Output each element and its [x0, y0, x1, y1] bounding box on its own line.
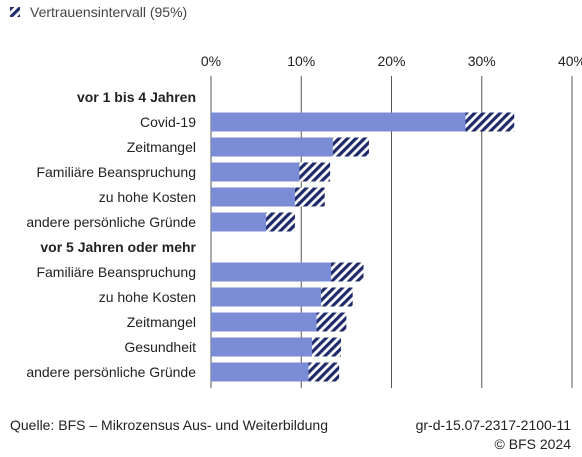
- confidence-interval: [312, 337, 341, 357]
- category-label: andere persönliche Gründe: [26, 364, 196, 380]
- x-tick-label: 30%: [468, 53, 496, 69]
- category-label: Covid-19: [140, 114, 196, 130]
- confidence-interval: [294, 187, 325, 207]
- x-tick-label: 0%: [201, 53, 221, 69]
- category-label: Gesundheit: [124, 339, 196, 355]
- bar: [211, 162, 300, 182]
- category-label: zu hohe Kosten: [99, 189, 196, 205]
- graphic-reference: gr-d-15.07-2317-2100-11: [415, 417, 571, 433]
- x-tick-label: 10%: [287, 53, 315, 69]
- group-label: vor 5 Jahren oder mehr: [40, 239, 196, 255]
- category-labels: vor 1 bis 4 Jahren Covid-19 Zeitmangel Fami…: [26, 89, 196, 380]
- confidence-interval: [299, 162, 331, 182]
- category-label: andere persönliche Gründe: [26, 214, 196, 230]
- legend-swatch: [10, 7, 20, 17]
- x-tick-label: 40%: [558, 53, 582, 69]
- bar-chart: Vertrauensintervall (95%) 0% 10% 20% 30% 40%…: [10, 4, 582, 388]
- bar: [211, 287, 322, 307]
- confidence-interval: [465, 112, 515, 132]
- group-label: vor 1 bis 4 Jahren: [77, 89, 196, 105]
- bar: [211, 312, 317, 332]
- bar: [211, 137, 333, 157]
- category-label: Zeitmangel: [127, 314, 196, 330]
- confidence-interval: [308, 362, 340, 382]
- x-tick-label: 20%: [377, 53, 405, 69]
- category-label: Familiäre Beanspruchung: [36, 264, 196, 280]
- confidence-interval: [321, 287, 353, 307]
- bar: [211, 187, 295, 207]
- x-axis-ticks: 0% 10% 20% 30% 40%: [201, 53, 582, 69]
- bar: [211, 112, 466, 132]
- bars: [211, 112, 515, 382]
- confidence-interval: [316, 312, 347, 332]
- category-label: zu hohe Kosten: [99, 289, 196, 305]
- copyright: © BFS 2024: [494, 436, 571, 452]
- category-label: Zeitmangel: [127, 139, 196, 155]
- legend: Vertrauensintervall (95%): [10, 4, 187, 20]
- confidence-interval: [331, 262, 364, 282]
- source-note: Quelle: BFS – Mikrozensus Aus- und Weite…: [10, 417, 329, 433]
- confidence-interval: [266, 212, 295, 232]
- bar: [211, 212, 267, 232]
- category-label: Familiäre Beanspruchung: [36, 164, 196, 180]
- confidence-interval: [332, 137, 369, 157]
- bar: [211, 262, 332, 282]
- bar: [211, 362, 309, 382]
- legend-label: Vertrauensintervall (95%): [30, 4, 187, 20]
- bar: [211, 337, 313, 357]
